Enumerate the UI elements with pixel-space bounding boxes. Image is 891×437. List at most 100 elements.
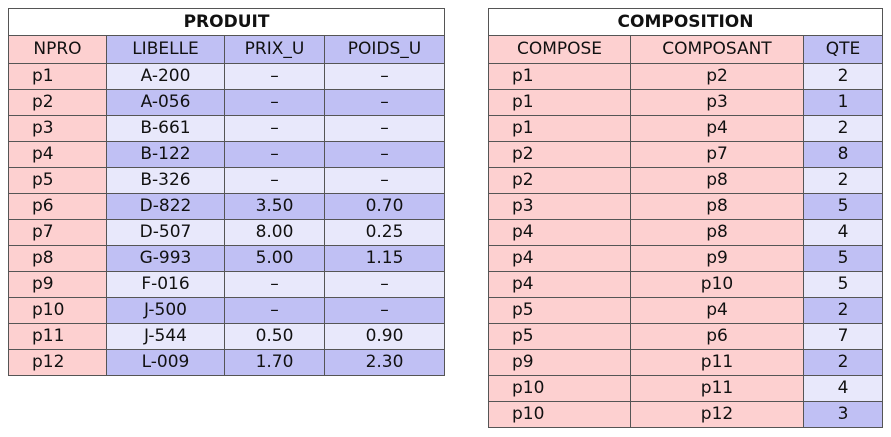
qte-cell: 4 [802,219,884,246]
produit-row: p10 J-500– – [8,297,446,324]
poids-cell: – [323,271,446,298]
composition-row: p2 p8 2 [488,167,884,194]
prix-cell: – [224,297,325,324]
poids-cell: 1.15 [323,245,446,272]
composition-body: p1 p2 2 p1 p3 1 p1 p4 2 p2 p7 8 p2 p8 2 p3 p8 5 p4 p8 4 p4 p9 5… [488,63,884,428]
produit-row: p1 A-200– – [8,63,446,90]
qte-cell: 2 [802,115,884,142]
composition-row: p2 p7 8 [488,141,884,168]
prix-cell: – [224,271,325,298]
poids-cell: – [323,167,446,194]
qte-cell: 1 [802,89,884,116]
produit-row: p2 A-056– – [8,89,446,116]
poids-cell: – [323,89,446,116]
produit-row: p6 D-822 3.50 0.70 [8,193,446,220]
prix-cell: 0.50 [224,323,325,350]
composition-row: p5 p4 2 [488,297,884,324]
composition-row: p4 p9 5 [488,245,884,272]
qte-cell: 4 [802,375,884,402]
produit-header-npro: NPRO [8,35,107,64]
npro-cell: p12 [8,349,107,376]
composant-cell: p11 [630,349,804,376]
produit-body: p1 A-200– – p2 A-056– – p3 B-661– – p4 B-122– – p5 B-… [8,63,446,376]
composition-table: COMPOSITION COMPOSE COMPOSANT QTE p1 p2 2 p… [487,8,884,428]
compose-cell: p10 [488,401,631,428]
composant-cell: p4 [630,115,804,142]
npro-cell: p2 [8,89,107,116]
poids-cell: 0.90 [323,323,446,350]
libelle-cell: J-544 [106,323,225,350]
libelle-cell: J-500 [106,297,225,324]
prix-cell: 1.70 [224,349,325,376]
poids-cell: 0.25 [323,219,446,246]
produit-row: p4 B-122– – [8,141,446,168]
produit-header-poids: POIDS_U [323,35,446,64]
poids-cell: 0.70 [323,193,446,220]
composition-row: p1 p2 2 [488,63,884,90]
composant-cell: p6 [630,323,804,350]
qte-cell: 7 [802,323,884,350]
npro-cell: p10 [8,297,107,324]
produit-row: p11 J-544 0.50 0.90 [8,323,446,350]
prix-cell: – [224,141,325,168]
poids-cell: – [323,115,446,142]
composant-cell: p12 [630,401,804,428]
npro-cell: p8 [8,245,107,272]
produit-header-libelle: LIBELLE [106,35,225,64]
composition-row: p5 p6 7 [488,323,884,350]
produit-row: p9 F-016– – [8,271,446,298]
qte-cell: 2 [802,167,884,194]
libelle-cell: B-326 [106,167,225,194]
compose-cell: p4 [488,219,631,246]
npro-cell: p3 [8,115,107,142]
compose-cell: p1 [488,63,631,90]
libelle-cell: L-009 [106,349,225,376]
composition-header-composant: COMPOSANT [630,35,804,64]
composant-cell: p10 [630,271,804,298]
produit-row: p12 L-009 1.70 2.30 [8,349,446,376]
libelle-cell: B-122 [106,141,225,168]
libelle-cell: A-200 [106,63,225,90]
prix-cell: – [224,167,325,194]
npro-cell: p1 [8,63,107,90]
composition-title: COMPOSITION [487,8,884,36]
poids-cell: – [323,297,446,324]
poids-cell: 2.30 [323,349,446,376]
compose-cell: p10 [488,375,631,402]
prix-cell: – [224,89,325,116]
qte-cell: 2 [802,297,884,324]
qte-cell: 2 [802,349,884,376]
compose-cell: p3 [488,193,631,220]
libelle-cell: D-507 [106,219,225,246]
composition-row: p9 p11 2 [488,349,884,376]
composant-cell: p3 [630,89,804,116]
compose-cell: p2 [488,167,631,194]
composant-cell: p8 [630,167,804,194]
composant-cell: p4 [630,297,804,324]
prix-cell: – [224,63,325,90]
composition-row: p1 p3 1 [488,89,884,116]
poids-cell: – [323,63,446,90]
libelle-cell: D-822 [106,193,225,220]
compose-cell: p4 [488,271,631,298]
composant-cell: p2 [630,63,804,90]
compose-cell: p1 [488,89,631,116]
qte-cell: 5 [802,245,884,272]
composant-cell: p8 [630,219,804,246]
composition-row: p1 p4 2 [488,115,884,142]
produit-row: p3 B-661– – [8,115,446,142]
npro-cell: p4 [8,141,107,168]
npro-cell: p6 [8,193,107,220]
composition-row: p4 p10 5 [488,271,884,298]
composant-cell: p7 [630,141,804,168]
composition-row: p10 p12 3 [488,401,884,428]
npro-cell: p11 [8,323,107,350]
prix-cell: 5.00 [224,245,325,272]
compose-cell: p2 [488,141,631,168]
composition-row: p3 p8 5 [488,193,884,220]
libelle-cell: A-056 [106,89,225,116]
composition-header-compose: COMPOSE [488,35,631,64]
composition-header-qte: QTE [802,35,884,64]
composant-cell: p11 [630,375,804,402]
prix-cell: – [224,115,325,142]
